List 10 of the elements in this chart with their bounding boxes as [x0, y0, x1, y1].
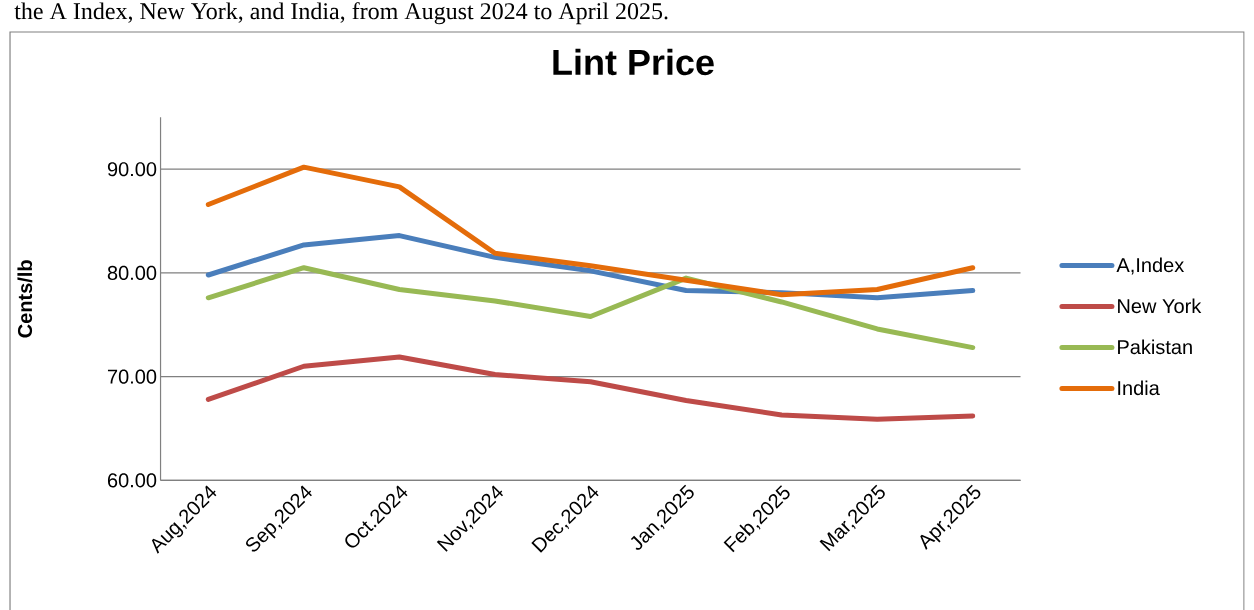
text: the A Index, New York, and India, from August 2024 to April 2025. [14, 2, 668, 25]
legend-label: Pakistan [1118, 339, 1192, 355]
chart-title: Lint Price [553, 48, 714, 76]
y-tick-label: 70.00 [107, 369, 157, 384]
y-tick-label: 80.00 [107, 265, 157, 280]
legend-label: India [1118, 380, 1160, 396]
y-axis-title: Cents/lb [17, 260, 33, 338]
legend-label: New York [1118, 298, 1202, 314]
legend-label: A,Index [1116, 257, 1185, 275]
y-tick-label: 90.00 [107, 162, 157, 177]
